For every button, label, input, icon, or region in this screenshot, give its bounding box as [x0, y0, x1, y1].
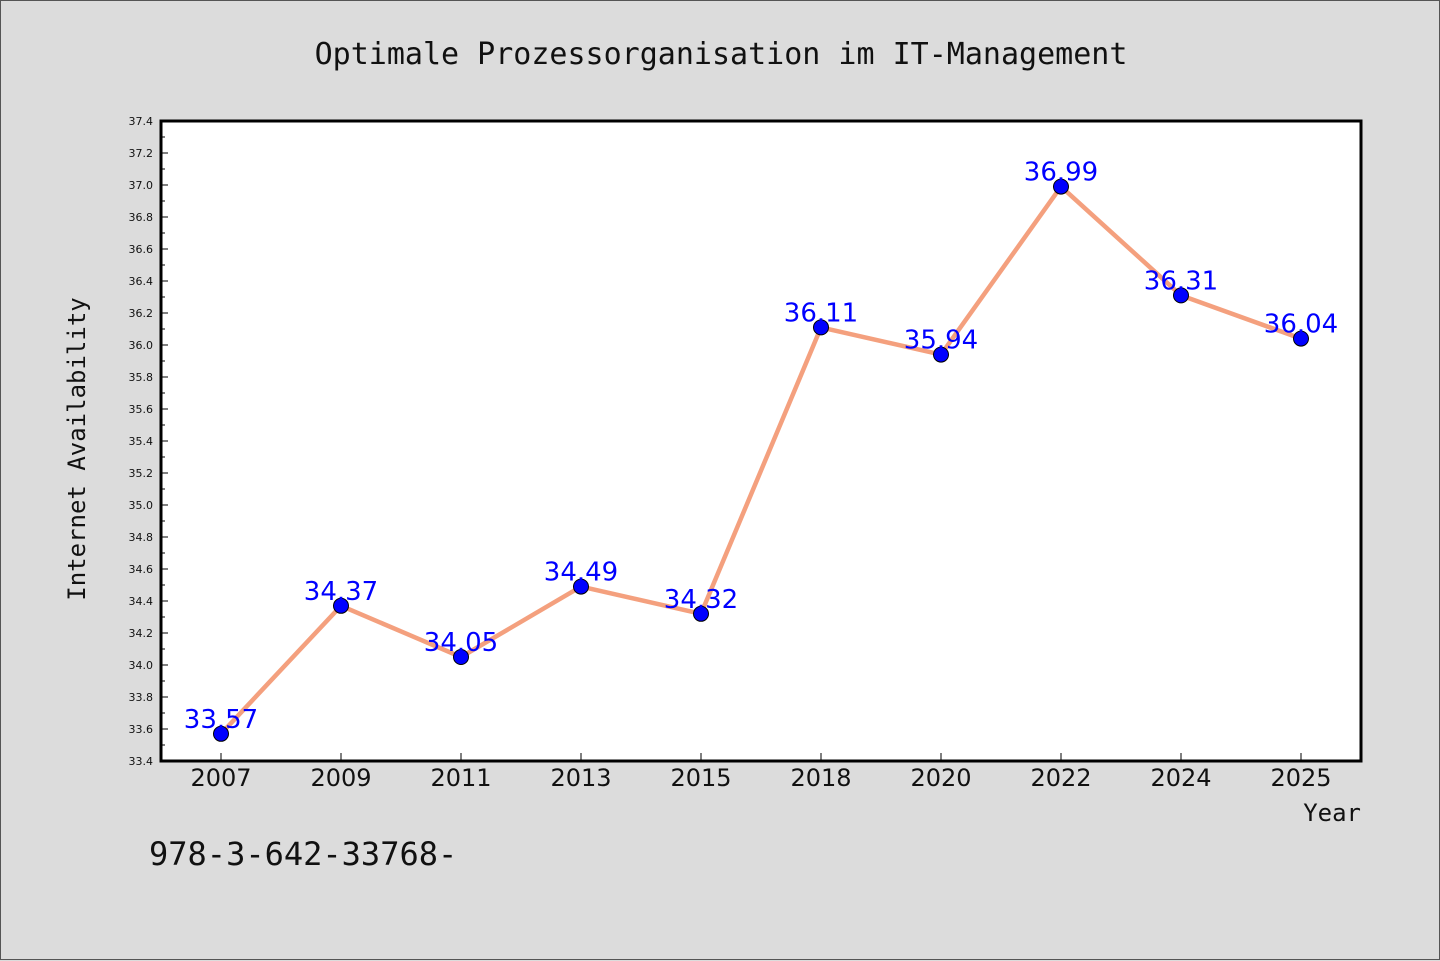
- data-point: [933, 346, 949, 363]
- data-point: [1173, 287, 1189, 304]
- data-point: [1293, 330, 1309, 347]
- y-tick-label: 34.6: [129, 563, 154, 576]
- x-axis: 2007 2009 2011 2013 2015 2018 2020 2022 2024 2025: [190, 753, 1332, 792]
- x-tick-label: 2011: [430, 764, 491, 792]
- data-point: [333, 597, 349, 614]
- y-tick-label: 34.2: [129, 627, 154, 640]
- x-tick-label: 2015: [670, 764, 731, 792]
- x-tick-label: 2022: [1030, 764, 1091, 792]
- data-label: 36.99: [1024, 158, 1098, 188]
- x-tick-label: 2009: [310, 764, 371, 792]
- y-tick-label: 36.0: [129, 339, 154, 352]
- footnote-text: 978-3-642-33768-: [149, 835, 457, 873]
- data-label: 33.57: [184, 705, 258, 735]
- data-label: 36.11: [784, 298, 858, 328]
- y-tick-label: 36.6: [129, 243, 154, 256]
- y-tick-label: 36.8: [129, 211, 154, 224]
- y-tick-label: 35.0: [129, 499, 154, 512]
- y-tick-label: 35.8: [129, 371, 154, 384]
- y-tick-label: 34.4: [129, 595, 154, 608]
- data-label: 36.04: [1264, 310, 1338, 340]
- y-tick-label: 35.4: [129, 435, 154, 448]
- x-tick-label: 2020: [910, 764, 971, 792]
- y-tick-label: 35.6: [129, 403, 154, 416]
- data-label: 36.31: [1144, 266, 1218, 296]
- data-point: [213, 725, 229, 742]
- x-axis-title: Year: [1303, 799, 1361, 827]
- data-point: [453, 649, 469, 665]
- data-point: [813, 319, 829, 336]
- y-tick-label: 33.8: [129, 691, 154, 704]
- data-label: 34.05: [424, 628, 498, 658]
- y-tick-label: 37.0: [129, 179, 154, 192]
- series-line-group: [219, 184, 1302, 736]
- y-tick-label: 37.4: [129, 115, 154, 128]
- data-label: 35.94: [904, 326, 978, 356]
- data-label: 34.37: [304, 577, 378, 607]
- x-tick-label: 2025: [1270, 764, 1331, 792]
- y-tick-label: 34.0: [129, 659, 154, 672]
- y-tick-label: 33.4: [129, 755, 154, 768]
- y-tick-label: 35.2: [129, 467, 154, 480]
- plot-area: [159, 119, 1363, 763]
- series-line: [219, 184, 1302, 736]
- y-axis: 33.4 33.6 33.8 34.0 34.2 34.4 34.6 34.8 35.0 35.2…: [129, 115, 168, 768]
- x-tick-label: 2018: [790, 764, 851, 792]
- y-tick-label: 36.2: [129, 307, 154, 320]
- y-axis-title: Internet Availability: [63, 297, 91, 600]
- data-label: 34.32: [664, 585, 738, 615]
- data-point: [693, 605, 709, 622]
- data-point: [573, 578, 589, 595]
- x-tick-label: 2007: [190, 764, 251, 792]
- markers-group: [213, 178, 1309, 742]
- y-tick-label: 36.4: [129, 275, 154, 288]
- x-tick-label: 2013: [550, 764, 611, 792]
- y-tick-label: 37.2: [129, 147, 154, 160]
- y-tick-label: 33.6: [129, 723, 154, 736]
- y-tick-label: 34.8: [129, 531, 154, 544]
- x-tick-label: 2024: [1150, 764, 1211, 792]
- data-point: [1053, 178, 1069, 195]
- data-labels-group: 33.57 34.37 34.05 34.49 34.32 36.11 35.94 36.99…: [184, 158, 1338, 735]
- chart-title: Optimale Prozessorganisation im IT-Manag…: [315, 37, 1128, 72]
- data-label: 34.49: [544, 558, 618, 588]
